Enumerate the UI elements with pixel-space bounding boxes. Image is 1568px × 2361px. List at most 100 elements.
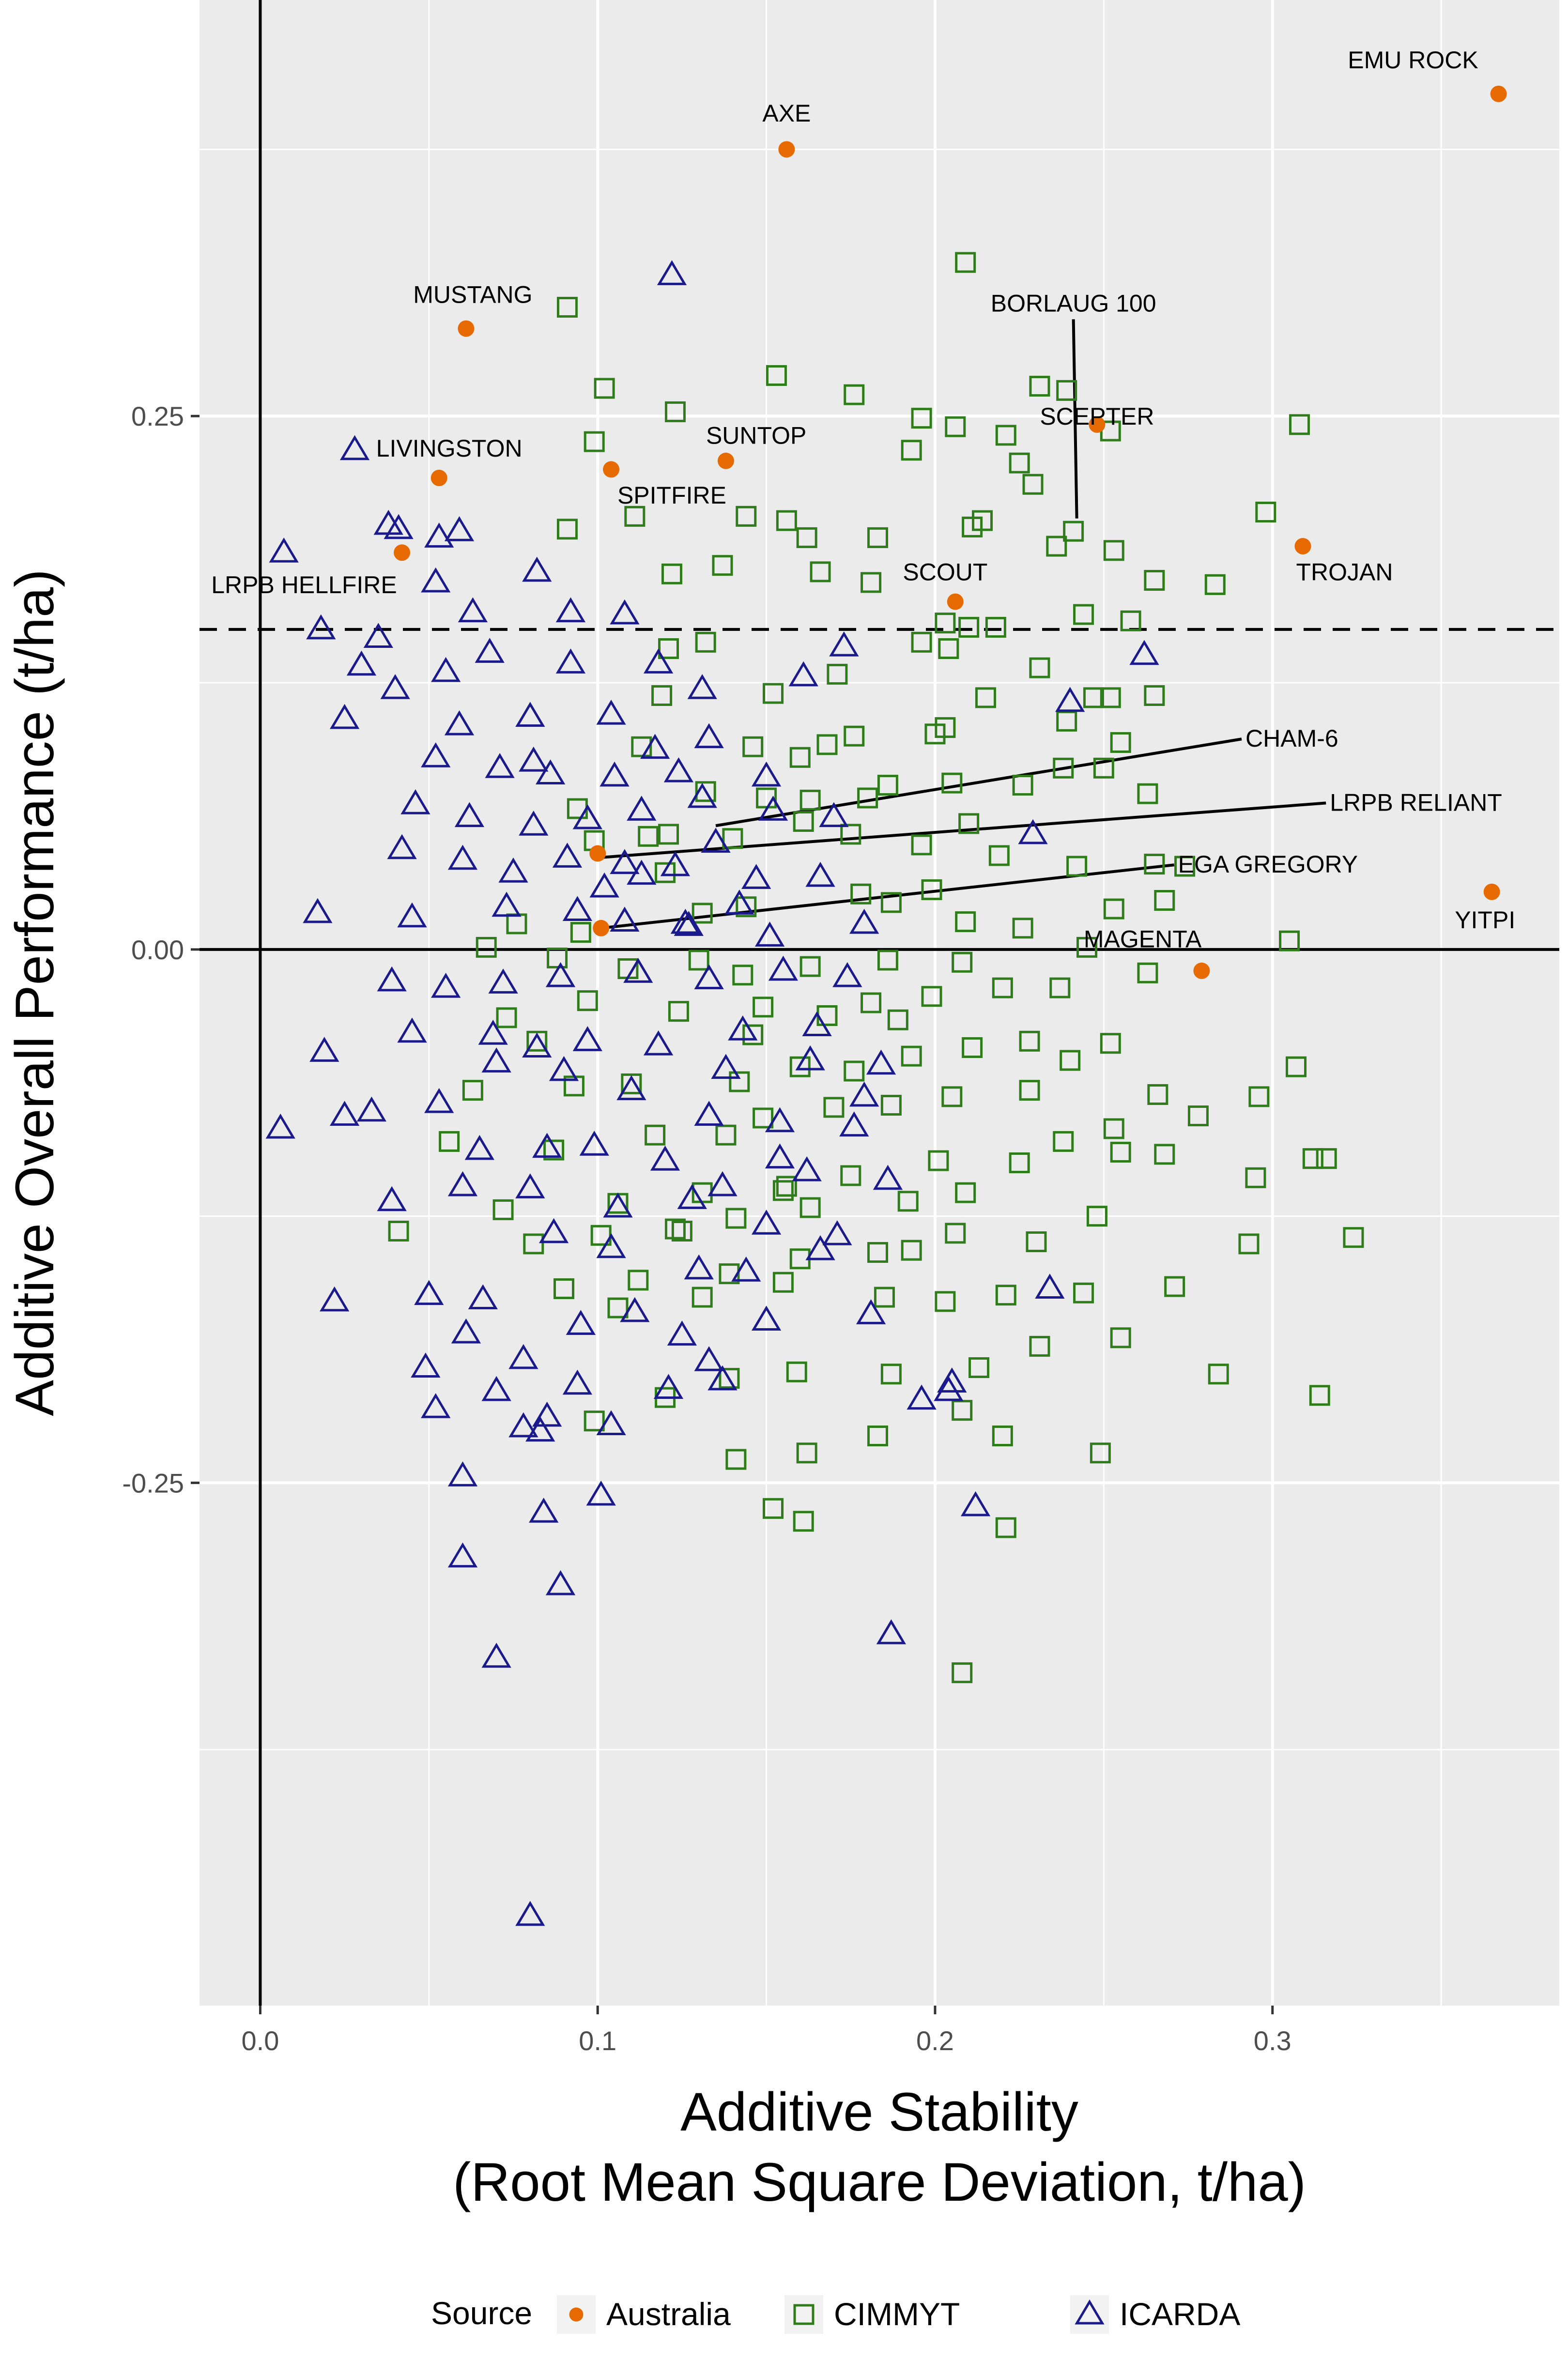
cimmyt-point — [935, 613, 956, 634]
cimmyt-point — [799, 1197, 821, 1218]
label-scout: SCOUT — [903, 559, 987, 586]
cimmyt-point — [1066, 856, 1088, 877]
icarda-point — [627, 796, 657, 821]
icarda-point — [589, 872, 619, 898]
icarda-point — [380, 674, 410, 699]
x-tick-label: 0.1 — [579, 2025, 616, 2056]
cimmyt-point — [1086, 1206, 1107, 1227]
minor-gridlines — [200, 0, 1559, 2006]
cimmyt-point — [1144, 570, 1165, 591]
cimmyt-point — [1248, 1086, 1270, 1107]
icarda-point — [265, 1113, 295, 1139]
cimmyt-point — [1012, 918, 1033, 939]
cimmyt-point — [1012, 775, 1033, 796]
icarda-point — [600, 761, 630, 787]
icarda-point — [603, 1192, 633, 1218]
cimmyt-point — [742, 1024, 764, 1045]
cimmyt-point — [867, 1242, 889, 1263]
cimmyt-point — [972, 510, 993, 531]
cimmyt-point — [901, 1045, 922, 1067]
cimmyt-point — [664, 1218, 686, 1240]
icarda-point — [795, 1045, 825, 1071]
cimmyt-point — [476, 936, 497, 958]
cimmyt-point — [492, 1199, 514, 1220]
icarda-point — [616, 1075, 646, 1101]
cimmyt-point — [651, 685, 673, 706]
cimmyt-point — [1009, 1152, 1030, 1173]
icarda-point — [447, 1542, 478, 1568]
icarda-point — [532, 1133, 562, 1158]
australia-point — [589, 845, 606, 862]
cimmyt-point — [992, 977, 1013, 998]
icarda-point — [694, 1101, 724, 1126]
cimmyt-point — [661, 563, 682, 584]
cimmyt-point — [1019, 1030, 1040, 1052]
cimmyt-point — [827, 663, 848, 685]
legend-label-icarda: ICARDA — [1120, 2296, 1240, 2332]
cimmyt-point — [796, 1442, 817, 1464]
icarda-point — [937, 1367, 967, 1393]
cimmyt-point — [556, 297, 578, 318]
australia-point — [717, 452, 734, 469]
cimmyt-point — [1103, 540, 1124, 561]
icarda-point — [411, 1352, 441, 1378]
icarda-point — [309, 1037, 339, 1062]
cimmyt-point — [1144, 685, 1165, 706]
icarda-point — [508, 1412, 538, 1438]
cimmyt-point — [496, 1007, 517, 1028]
icarda-point — [387, 834, 417, 859]
icarda-point — [610, 599, 640, 625]
icarda-point — [724, 889, 754, 915]
icarda-point — [610, 849, 640, 874]
icarda-point — [876, 1619, 907, 1644]
cimmyt-point — [924, 723, 946, 745]
icarda-point — [856, 1299, 886, 1324]
icarda-point — [522, 1032, 552, 1058]
icarda-point — [475, 638, 505, 663]
cimmyt-point — [638, 826, 659, 847]
cimmyt-point — [763, 1498, 784, 1519]
cimmyt-point — [1029, 657, 1050, 678]
cimmyt-point — [1009, 452, 1030, 474]
cimmyt-point — [1286, 1056, 1307, 1077]
cimmyt-point — [645, 1124, 666, 1146]
cimmyt-point — [968, 1357, 990, 1378]
cimmyt-point — [584, 1410, 605, 1432]
cimmyt-point — [1029, 1335, 1050, 1357]
cimmyt-point — [584, 431, 605, 452]
cimmyt-point — [995, 1285, 1016, 1306]
cimmyt-point — [952, 1662, 973, 1684]
cimmyt-point — [1154, 1144, 1175, 1165]
cimmyt-point — [857, 787, 878, 809]
icarda-point — [424, 522, 454, 548]
icarda-point — [627, 859, 657, 885]
cimmyt-point — [722, 828, 743, 849]
cimmyt-point — [1144, 854, 1165, 875]
y-tick-label: 0.25 — [131, 401, 184, 431]
cimmyt-point — [935, 1291, 956, 1312]
cimmyt-point — [543, 1139, 565, 1161]
icarda-point — [839, 1111, 869, 1137]
icarda-point — [538, 1218, 569, 1243]
cimmyt-point — [1154, 889, 1175, 911]
legend-label-cimmyt: CIMMYT — [834, 2296, 960, 2332]
icarda-point — [670, 908, 700, 934]
cimmyt-point — [945, 1223, 966, 1244]
cimmyt-point — [810, 561, 831, 583]
cimmyt-point — [796, 527, 817, 548]
reference-lines — [200, 0, 1559, 2006]
cimmyt-point — [887, 1009, 908, 1030]
icarda-point — [819, 802, 849, 828]
cimmyt-point — [1174, 856, 1196, 877]
cimmyt-point — [624, 506, 646, 527]
cimmyt-point — [1100, 687, 1121, 708]
cimmyt-point — [928, 1150, 949, 1171]
cimmyt-point — [628, 1270, 649, 1291]
cimmyt-point — [958, 813, 980, 834]
legend-key-bg-cimmyt — [784, 2295, 823, 2334]
australia-point — [1490, 85, 1507, 102]
cimmyt-point — [793, 1511, 814, 1532]
australia-series — [394, 85, 1507, 979]
australia-point — [603, 461, 620, 478]
cimmyt-point — [736, 506, 757, 527]
